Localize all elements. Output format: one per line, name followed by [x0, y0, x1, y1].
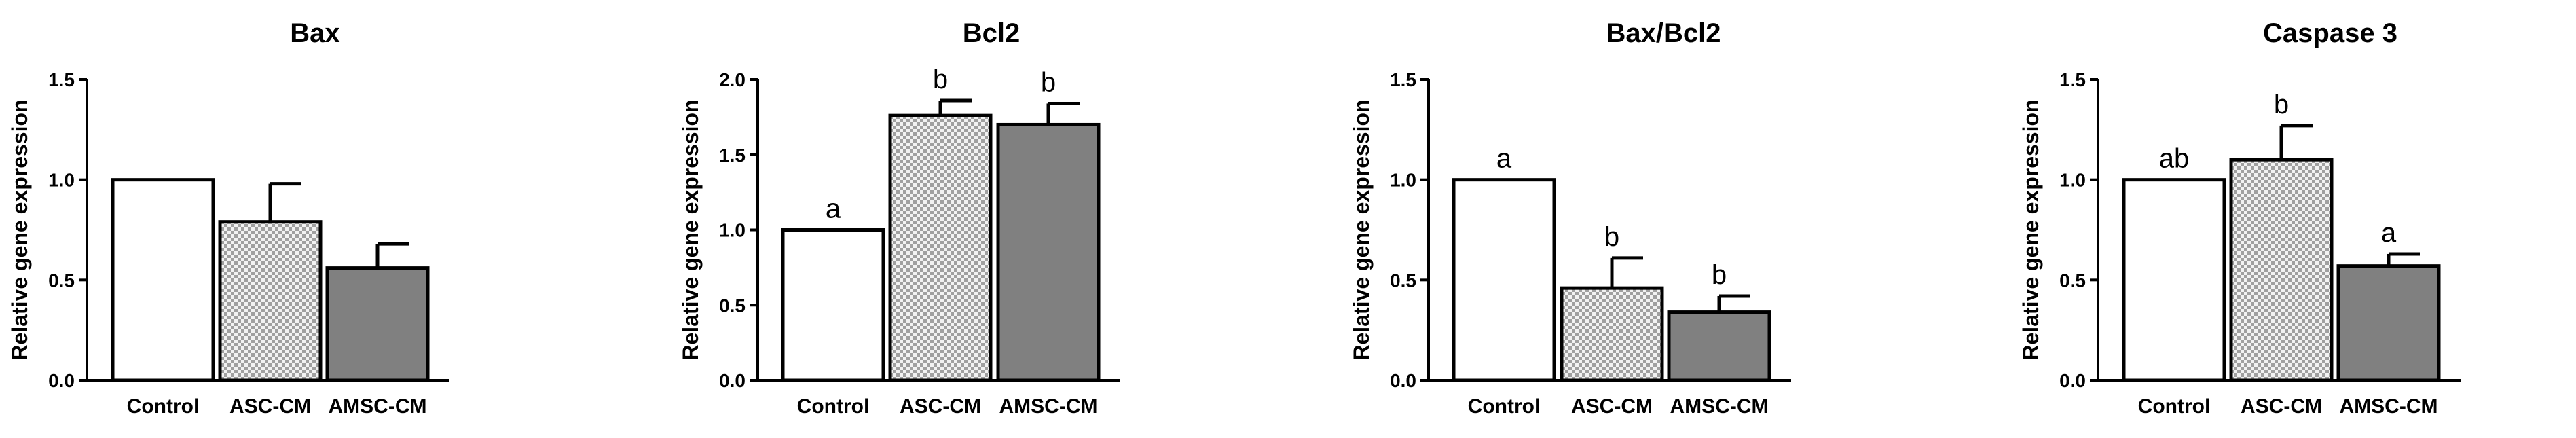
bar-asc-cm: [888, 113, 993, 382]
y-tick-label: 1.0: [719, 220, 746, 241]
bar-asc-cm: [1560, 286, 1664, 382]
x-tick-label: AMSC-CM: [999, 395, 1098, 418]
x-tick-label: AMSC-CM: [1670, 395, 1769, 418]
x-tick-label: Control: [2138, 395, 2211, 418]
bar-amsc-cm: [325, 266, 430, 382]
x-tick-label: ASC-CM: [2241, 395, 2322, 418]
significance-label: b: [1041, 67, 1056, 97]
bar-asc-cm: [218, 220, 323, 382]
bar-amsc-cm: [1667, 310, 1771, 382]
x-tick-label: AMSC-CM: [2340, 395, 2438, 418]
bar-amsc-cm: [2336, 264, 2441, 382]
chart-title: Caspase 3: [2263, 18, 2397, 48]
y-tick-label: 1.5: [1390, 69, 1416, 90]
bar-asc-cm: [2229, 158, 2334, 382]
bar-control: [781, 228, 885, 382]
bar-control: [1452, 178, 1556, 382]
bar-amsc-cm: [996, 122, 1101, 382]
x-tick-label: AMSC-CM: [329, 395, 427, 418]
significance-label: a: [2381, 218, 2397, 248]
x-tick-label: ASC-CM: [229, 395, 311, 418]
chart-title: Bax/Bcl2: [1606, 18, 1721, 48]
y-axis-label: Relative gene expression: [1349, 99, 1374, 360]
y-tick-label: 2.0: [719, 69, 746, 90]
y-tick-label: 0.5: [1390, 270, 1416, 291]
significance-label: a: [826, 194, 841, 224]
y-tick-label: 0.0: [2059, 370, 2086, 391]
bar-control: [111, 178, 215, 382]
x-tick-label: ASC-CM: [900, 395, 981, 418]
significance-label: b: [1712, 260, 1727, 290]
x-tick-label: Control: [127, 395, 200, 418]
y-tick-label: 0.0: [48, 370, 75, 391]
x-tick-label: Control: [797, 395, 870, 418]
chart-panel: Bax/Bcl2 Relative gene expression a Control…: [1349, 18, 1791, 418]
chart-title: Bcl2: [963, 18, 1020, 48]
y-tick-label: 1.0: [1390, 170, 1416, 191]
y-axis-label: Relative gene expression: [2019, 99, 2043, 360]
y-tick-label: 1.5: [2059, 69, 2086, 90]
chart-title: Bax: [290, 18, 339, 48]
y-tick-label: 0.5: [48, 270, 75, 291]
significance-label: a: [1496, 144, 1512, 174]
x-tick-label: ASC-CM: [1571, 395, 1653, 418]
chart-panel: Bax Relative gene expression Control ASC-CM…: [7, 18, 449, 418]
y-tick-label: 0.0: [1390, 370, 1416, 391]
bar-control: [2122, 178, 2226, 382]
y-tick-label: 0.0: [719, 370, 746, 391]
significance-label: b: [933, 65, 948, 94]
y-tick-label: 0.5: [2059, 270, 2086, 291]
x-tick-label: Control: [1468, 395, 1541, 418]
y-tick-label: 1.5: [719, 145, 746, 166]
y-tick-label: 0.5: [719, 295, 746, 316]
y-axis-label: Relative gene expression: [7, 99, 32, 360]
y-axis-label: Relative gene expression: [678, 99, 703, 360]
chart-panel: Bcl2 Relative gene expression a Control b ASC…: [678, 18, 1120, 418]
y-tick-label: 1.0: [48, 170, 75, 191]
significance-label: b: [1604, 222, 1619, 252]
y-tick-label: 1.5: [48, 69, 75, 90]
y-tick-label: 1.0: [2059, 170, 2086, 191]
significance-label: ab: [2159, 144, 2190, 174]
significance-label: b: [2274, 90, 2289, 120]
